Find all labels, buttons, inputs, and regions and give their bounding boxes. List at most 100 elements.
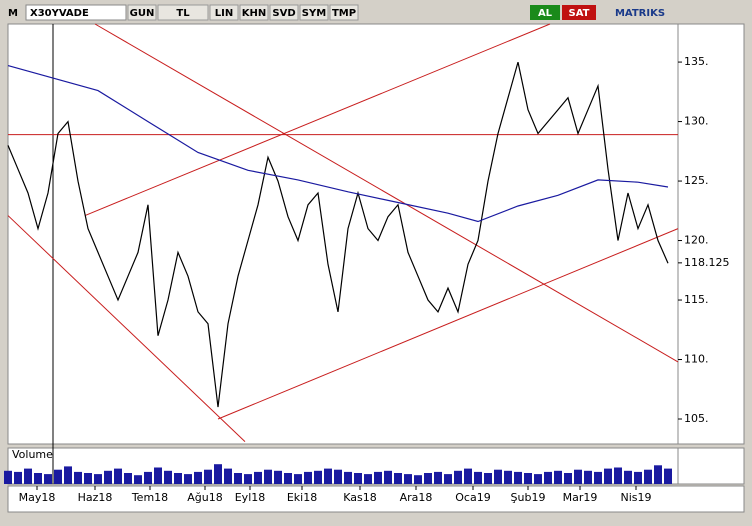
trendline bbox=[7, 215, 246, 442]
button-bg[interactable] bbox=[299, 4, 329, 21]
volume-bar bbox=[394, 473, 402, 484]
sell-bg[interactable] bbox=[562, 5, 596, 20]
volume-bar bbox=[234, 473, 242, 484]
volume-bar bbox=[144, 471, 152, 484]
volume-bar bbox=[274, 470, 282, 484]
volume-bar bbox=[524, 473, 532, 484]
volume-bar bbox=[14, 471, 22, 484]
toolbar-button[interactable]: KHN bbox=[242, 8, 267, 19]
price-panel bbox=[7, 23, 679, 445]
volume-bar bbox=[424, 473, 432, 484]
buy-bg[interactable] bbox=[530, 5, 560, 20]
volume-bar bbox=[64, 466, 72, 484]
y-tick-label: 120. bbox=[684, 234, 709, 247]
brand: MATRIKS bbox=[615, 8, 665, 19]
volume-bar bbox=[344, 471, 352, 484]
volume-bar bbox=[434, 471, 442, 484]
volume-bar bbox=[664, 468, 672, 484]
volume-bar bbox=[214, 464, 222, 484]
volume-bar bbox=[454, 470, 462, 484]
volume-bar bbox=[634, 471, 642, 484]
volume-bar bbox=[74, 471, 82, 484]
x-tick-label: Eki18 bbox=[287, 491, 317, 504]
volume-bar bbox=[114, 468, 122, 484]
symbol[interactable]: X30YVADE bbox=[30, 8, 89, 19]
volume-bar bbox=[514, 471, 522, 484]
volume-bar bbox=[304, 471, 312, 484]
x-tick-label: Tem18 bbox=[131, 491, 168, 504]
y-tick-label: 105. bbox=[684, 412, 709, 425]
trendline bbox=[94, 23, 679, 363]
volume-bar bbox=[324, 468, 332, 484]
volume-bar bbox=[534, 474, 542, 484]
button-bg[interactable] bbox=[127, 4, 157, 21]
volume-bar bbox=[194, 471, 202, 484]
y-tick-label: 130. bbox=[684, 115, 709, 128]
volume-bar bbox=[334, 469, 342, 484]
x-tick-label: Ara18 bbox=[400, 491, 433, 504]
sell-button[interactable]: SAT bbox=[569, 8, 590, 19]
volume-bar bbox=[154, 467, 162, 484]
buy-button[interactable]: AL bbox=[538, 8, 553, 19]
volume-bar bbox=[464, 468, 472, 484]
x-tick-label: Mar19 bbox=[563, 491, 598, 504]
button-bg[interactable] bbox=[269, 4, 299, 21]
y-tick-label: 110. bbox=[684, 353, 709, 366]
y-tick-label: 115. bbox=[684, 293, 709, 306]
volume-bar bbox=[474, 471, 482, 484]
button-bg[interactable] bbox=[209, 4, 239, 21]
volume-bar bbox=[314, 470, 322, 484]
volume-bar bbox=[134, 475, 142, 484]
volume-bar bbox=[104, 470, 112, 484]
volume-bar bbox=[94, 474, 102, 484]
date-axis bbox=[7, 485, 745, 513]
toolbar-button[interactable]: SYM bbox=[302, 8, 326, 19]
x-tick-label: May18 bbox=[19, 491, 56, 504]
toolbar-button[interactable]: TMP bbox=[332, 8, 356, 19]
volume-bar bbox=[444, 474, 452, 484]
volume-bar bbox=[244, 474, 252, 484]
button-bg[interactable] bbox=[239, 4, 269, 21]
volume-bar bbox=[204, 469, 212, 484]
volume-bar bbox=[584, 470, 592, 484]
volume-bar bbox=[484, 473, 492, 484]
volume-bar bbox=[254, 471, 262, 484]
volume-bar bbox=[54, 469, 62, 484]
volume-bar bbox=[294, 474, 302, 484]
button-bg[interactable] bbox=[157, 4, 209, 21]
volume-bar bbox=[404, 474, 412, 484]
x-tick-label: Oca19 bbox=[455, 491, 490, 504]
volume-bar bbox=[364, 474, 372, 484]
volume-bar bbox=[614, 467, 622, 484]
toolbar-button[interactable]: TL bbox=[176, 8, 190, 19]
toolbar: M X30YVADE GUN TL LIN KHN SVD SYM TMP AL SAT MATRIK… bbox=[0, 2, 752, 22]
volume-bar bbox=[264, 469, 272, 484]
volume-bar bbox=[224, 468, 232, 484]
volume-bar bbox=[564, 473, 572, 484]
volume-bar bbox=[374, 471, 382, 484]
volume-bar bbox=[164, 470, 172, 484]
volume-bar bbox=[174, 473, 182, 484]
volume-bar bbox=[4, 470, 12, 484]
volume-bar bbox=[494, 469, 502, 484]
volume-bar bbox=[604, 468, 612, 484]
toolbar-button[interactable]: GUN bbox=[130, 8, 155, 19]
volume-bar bbox=[624, 470, 632, 484]
logo[interactable]: M bbox=[8, 8, 18, 19]
volume-bar bbox=[544, 471, 552, 484]
x-tick-label: Şub19 bbox=[511, 491, 546, 504]
volume-bar bbox=[594, 471, 602, 484]
volume-axis bbox=[677, 447, 745, 485]
y-tick-label: 135. bbox=[684, 55, 709, 68]
y-tick-label: 125. bbox=[684, 174, 709, 187]
volume-bar bbox=[124, 473, 132, 484]
toolbar-button[interactable]: SVD bbox=[272, 8, 295, 19]
button-bg[interactable] bbox=[329, 4, 359, 21]
toolbar-button[interactable]: LIN bbox=[215, 8, 233, 19]
volume-bar bbox=[284, 473, 292, 484]
volume-bar bbox=[44, 474, 52, 484]
volume-bar bbox=[24, 468, 32, 484]
volume-bar bbox=[34, 473, 42, 484]
volume-bar bbox=[84, 473, 92, 484]
